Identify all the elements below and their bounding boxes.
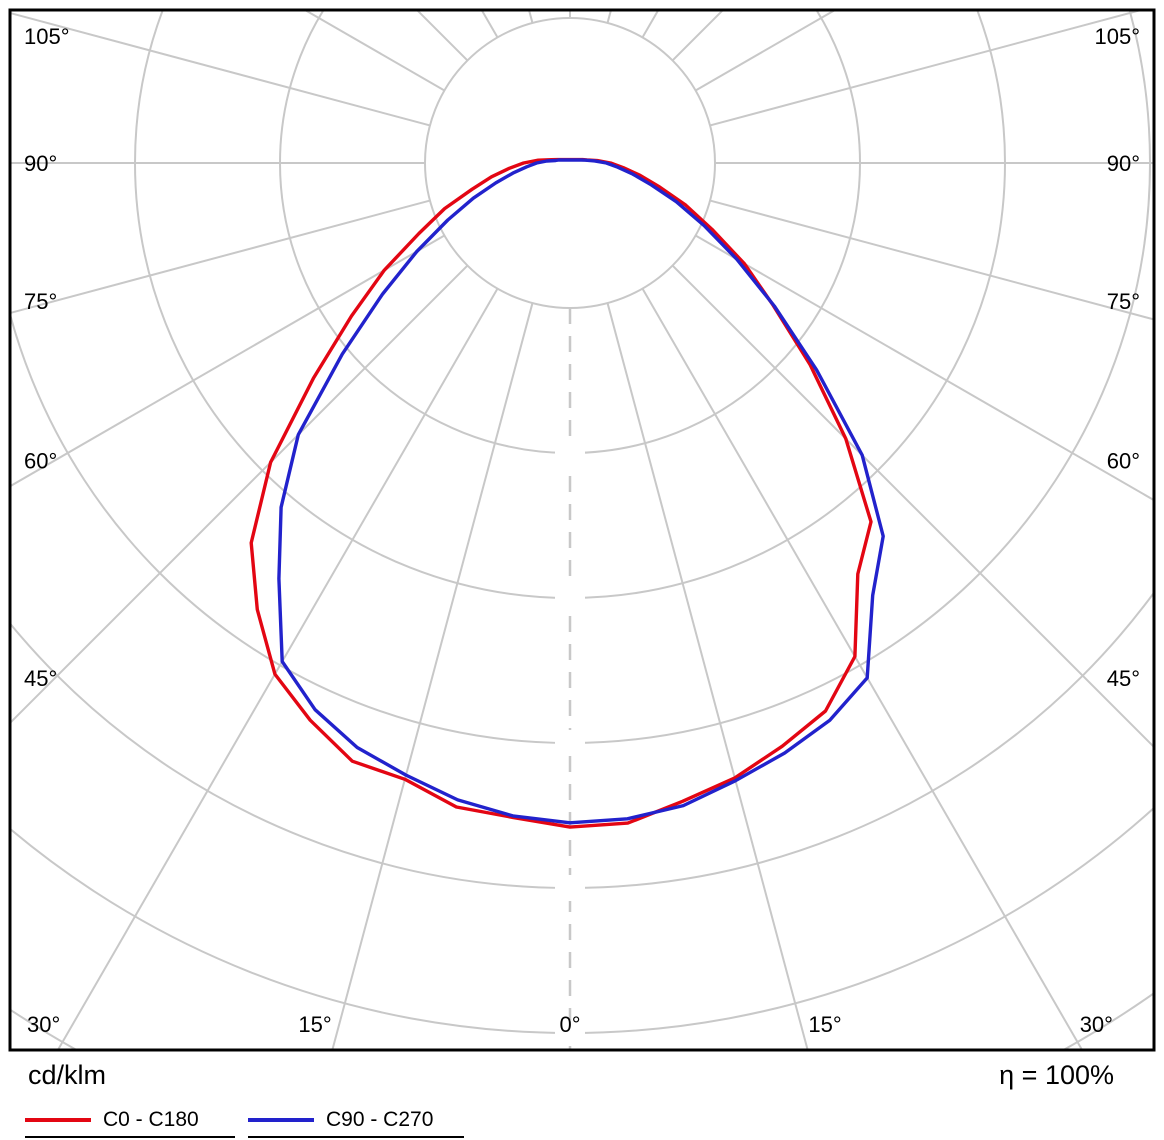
angle-label: 105° [24,24,70,49]
angle-label: 0° [559,1012,580,1037]
efficiency-label: η = 100% [999,1060,1114,1090]
unit-label: cd/klm [28,1060,107,1090]
grid-ray [11,264,469,723]
ring-label-gap [555,440,585,466]
grid-ray [57,288,499,1049]
grid-ray [695,234,1153,501]
grid-ray [709,11,1140,127]
grid-ray [641,288,1083,1049]
angle-label: 45° [1107,666,1140,691]
grid-ring [279,11,861,454]
legend-label-c0-c180: C0 - C180 [103,1108,199,1131]
ring-label-gap [555,730,585,756]
intensity-curve-c90-c270 [277,158,885,825]
grid-ray [671,264,1153,747]
intensity-curve-c0-c180 [249,157,873,829]
chart-border [8,8,1156,1052]
grid-ray [709,199,1153,321]
angle-label: 30° [27,1012,60,1037]
legend-underline-left [25,1136,235,1138]
grid-ray [331,302,534,1049]
angle-label: 75° [1107,289,1140,314]
angle-label: 90° [24,151,57,176]
legend-label-c90-c270: C90 - C270 [326,1108,434,1131]
legend-swatch-c90-c270 [248,1118,314,1122]
angle-label: 45° [24,666,57,691]
angle-label: 75° [24,289,57,314]
angle-label: 15° [808,1012,841,1037]
angle-label: 30° [1080,1012,1113,1037]
grid-ring [11,11,1151,744]
ring-label-gap [555,875,585,901]
legend-swatch-c0-c180 [25,1118,91,1122]
grid-ray [606,302,809,1049]
legend-item-c90-c270: C90 - C270 [248,1106,433,1134]
grid-ray [641,11,659,38]
legend-underline-right [248,1136,464,1138]
angle-label: 15° [298,1012,331,1037]
grid-ray [11,234,445,487]
angle-label: 60° [24,448,57,473]
angle-label: 60° [1107,448,1140,473]
grid-ring [424,17,716,309]
ring-label-gap [555,585,585,611]
ring-label-gap [555,1020,585,1046]
angle-label: 90° [1107,151,1140,176]
legend-item-c0-c180: C0 - C180 [25,1106,199,1134]
grid-ray [11,199,431,314]
grid-ray [481,11,499,38]
angle-label: 105° [1094,24,1140,49]
grid-ray [11,12,431,127]
